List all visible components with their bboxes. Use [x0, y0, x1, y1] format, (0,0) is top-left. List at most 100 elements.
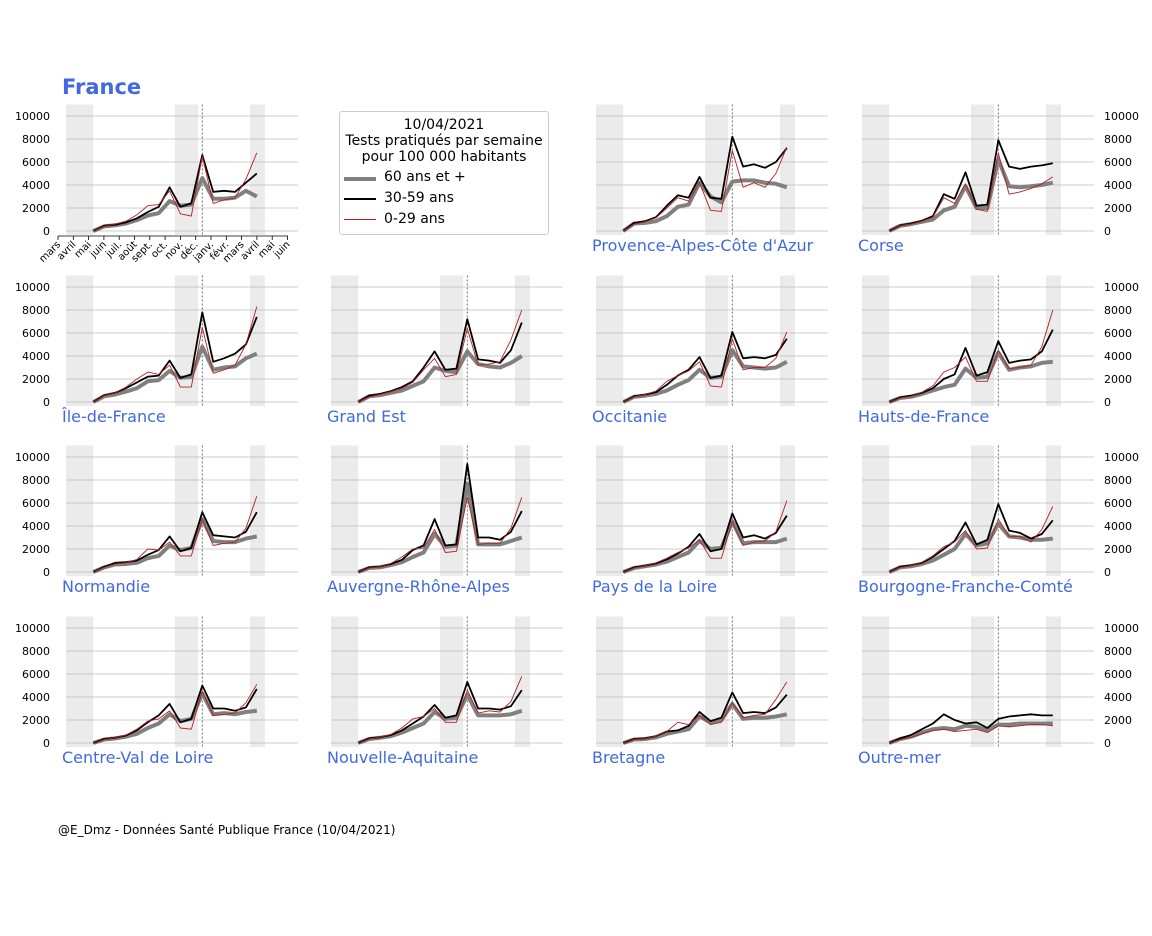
panel-1-series-30-59: [622, 135, 788, 232]
legend-label-60plus: 60 ans et +: [384, 169, 466, 185]
panel-3-series-60plus: [92, 344, 258, 404]
panel-11-ytick-3: 6000: [22, 668, 50, 681]
panel-6-ytick-0: 0: [1104, 396, 1111, 409]
panel-7-shade-0: [66, 445, 94, 576]
panel-10-region-label: Bourgogne-Franche-Comté: [858, 577, 1073, 596]
panel-0-ytick-1: 2000: [22, 202, 50, 215]
panel-14-ytick-0: 0: [1104, 737, 1111, 750]
panel-5-shade-2: [779, 275, 795, 406]
page-title: France: [62, 75, 142, 99]
legend-title-line1: Tests pratiqués par semaine: [345, 133, 543, 149]
panel-3-shade-0: [66, 275, 94, 406]
panel-10-shade-0: [862, 445, 890, 576]
panel-4-shade-1: [440, 275, 464, 406]
panel-0-series-30-59: [92, 154, 258, 232]
panel-3-series-0-29: [93, 306, 258, 403]
legend-item-30-59: 30-59 ans: [344, 190, 454, 206]
panel-7-shade-2: [249, 445, 265, 576]
legend-swatch-30-59: [344, 198, 376, 200]
panel-0-ytick-5: 10000: [15, 110, 50, 123]
panel-2-shade-0: [862, 104, 890, 235]
panel-2-ytick-0: 0: [1104, 225, 1111, 238]
panel-6-shade-2: [1045, 275, 1061, 406]
panel-7-ytick-2: 4000: [22, 520, 50, 533]
panel-7-series-30-59: [92, 511, 258, 573]
legend-item-60plus: 60 ans et +: [344, 169, 466, 185]
legend: 10/04/2021 Tests pratiqués par semaine p…: [339, 111, 549, 235]
panel-0-ytick-2: 4000: [22, 179, 50, 192]
panel-13-shade-0: [596, 616, 624, 747]
panel-3-region-label: Île-de-France: [61, 407, 166, 426]
panel-12-series-0-29: [358, 676, 523, 744]
panel-10-shade-1: [971, 445, 995, 576]
panel-11-ytick-1: 2000: [22, 714, 50, 727]
panel-11-shade-0: [66, 616, 94, 747]
panel-14-ytick-5: 10000: [1104, 622, 1139, 635]
panel-7-series-60plus: [92, 517, 258, 574]
panel-7-shade-1: [175, 445, 199, 576]
panel-14-region-label: Outre-mer: [858, 748, 941, 767]
panel-11-ytick-0: 0: [43, 737, 50, 750]
panel-3-ytick-3: 6000: [22, 327, 50, 340]
panel-0-shade-0: [66, 104, 94, 235]
panel-6-ytick-1: 2000: [1104, 373, 1132, 386]
panel-4-shade-2: [514, 275, 530, 406]
panel-1-region-label: Provence-Alpes-Côte d'Azur: [592, 236, 814, 255]
panel-4-series-60plus: [357, 349, 523, 404]
panel-9-shade-0: [596, 445, 624, 576]
panel-3-shade-1: [175, 275, 199, 406]
panel-13-shade-2: [779, 616, 795, 747]
panel-0-shade-2: [249, 104, 265, 235]
panel-6-shade-1: [971, 275, 995, 406]
panel-1-series-60plus: [622, 178, 788, 233]
legend-swatch-0-29: [344, 219, 376, 220]
panel-0-ytick-4: 8000: [22, 133, 50, 146]
panel-8-shade-0: [331, 445, 359, 576]
panel-3-ytick-0: 0: [43, 396, 50, 409]
panel-2-ytick-5: 10000: [1104, 110, 1139, 123]
panel-6-ytick-3: 6000: [1104, 327, 1132, 340]
panel-10-ytick-1: 2000: [1104, 543, 1132, 556]
panel-11-ytick-5: 10000: [15, 622, 50, 635]
legend-item-0-29: 0-29 ans: [344, 211, 445, 227]
panel-6-shade-0: [862, 275, 890, 406]
panel-1-shade-0: [596, 104, 624, 235]
panel-12-shade-1: [440, 616, 464, 747]
panel-12-shade-2: [514, 616, 530, 747]
panel-1-shade-1: [705, 104, 729, 235]
panel-10-ytick-0: 0: [1104, 566, 1111, 579]
panel-14-series-30-59: [888, 713, 1053, 744]
panel-6-ytick-4: 8000: [1104, 304, 1132, 317]
panel-13-shade-1: [705, 616, 729, 747]
panel-3-ytick-4: 8000: [22, 304, 50, 317]
panel-5-series-0-29: [623, 331, 788, 403]
panel-6-series-60plus: [888, 350, 1053, 404]
panel-11-ytick-4: 8000: [22, 645, 50, 658]
panel-6-ytick-2: 4000: [1104, 350, 1132, 363]
panel-11-ytick-2: 4000: [22, 691, 50, 704]
panel-2-shade-1: [971, 104, 995, 235]
panel-2-ytick-2: 4000: [1104, 179, 1132, 192]
panel-8-series-0-29: [358, 496, 523, 573]
panel-7-ytick-5: 10000: [15, 451, 50, 464]
panel-14-shade-1: [971, 616, 995, 747]
panel-1-shade-2: [779, 104, 795, 235]
panel-0-ytick-0: 0: [43, 225, 50, 238]
panel-14-series-60plus: [888, 721, 1053, 745]
panel-14-shade-2: [1045, 616, 1061, 747]
panel-10-shade-2: [1045, 445, 1061, 576]
panel-5-region-label: Occitanie: [592, 407, 667, 426]
france-xtick-label-15: juin: [271, 239, 292, 260]
panel-7-ytick-4: 8000: [22, 474, 50, 487]
panel-6-region-label: Hauts-de-France: [858, 407, 989, 426]
panel-13-region-label: Bretagne: [592, 748, 665, 767]
panel-14-shade-0: [862, 616, 890, 747]
panel-0-series-0-29: [93, 152, 258, 232]
panel-14-ytick-4: 8000: [1104, 645, 1132, 658]
panel-4-region-label: Grand Est: [327, 407, 406, 426]
panel-2-ytick-4: 8000: [1104, 133, 1132, 146]
panel-2-series-30-59: [888, 139, 1053, 232]
panel-8-shade-2: [514, 445, 530, 576]
panel-6-ytick-5: 10000: [1104, 281, 1139, 294]
